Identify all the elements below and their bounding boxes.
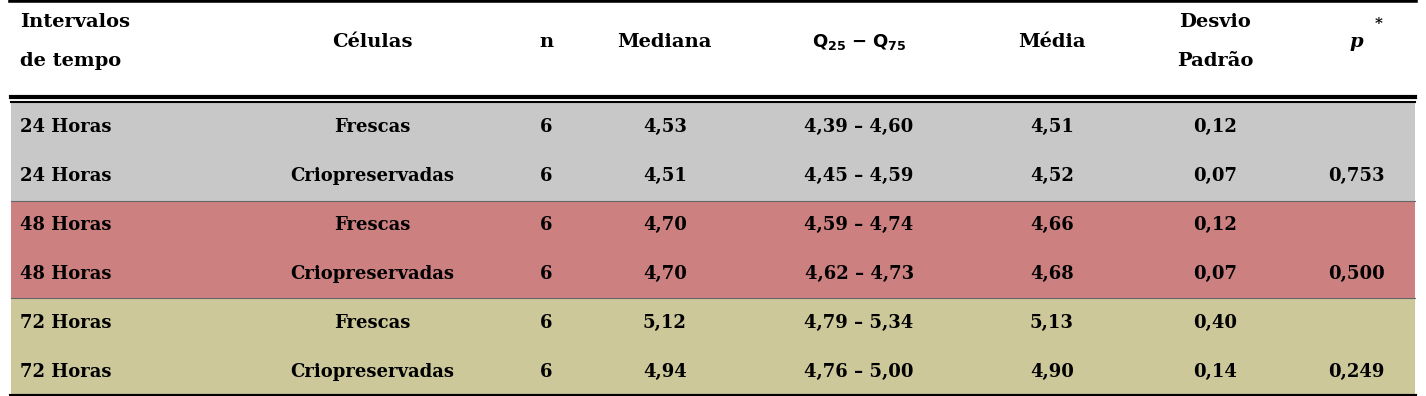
Text: 4,66: 4,66 [1030, 216, 1074, 234]
Text: 4,94: 4,94 [643, 363, 687, 381]
Text: 0,07: 0,07 [1194, 265, 1236, 283]
Text: 0,753: 0,753 [1328, 167, 1385, 185]
Text: 24 Horas: 24 Horas [20, 118, 111, 136]
Text: 4,76 – 5,00: 4,76 – 5,00 [804, 363, 914, 381]
Text: 4,62 – 4,73: 4,62 – 4,73 [804, 265, 914, 283]
Text: 4,45 – 4,59: 4,45 – 4,59 [804, 167, 914, 185]
Text: 24 Horas: 24 Horas [20, 167, 111, 185]
Text: 4,70: 4,70 [643, 265, 687, 283]
Text: 0,40: 0,40 [1194, 314, 1236, 332]
Text: 0,07: 0,07 [1194, 167, 1236, 185]
Text: 5,13: 5,13 [1030, 314, 1074, 332]
Text: $\mathbf{Q_{25}}$ $\mathbf{-}$ $\mathbf{Q_{75}}$: $\mathbf{Q_{25}}$ $\mathbf{-}$ $\mathbf{… [811, 32, 906, 51]
Text: Desvio: Desvio [1179, 13, 1251, 31]
Text: 4,70: 4,70 [643, 216, 687, 234]
Bar [11, 103, 1415, 152]
Text: 4,51: 4,51 [643, 167, 687, 185]
Text: Frescas: Frescas [335, 118, 411, 136]
Text: Criopreservadas: Criopreservadas [291, 265, 455, 283]
Text: 0,249: 0,249 [1328, 363, 1385, 381]
Text: Padrão: Padrão [1176, 52, 1253, 70]
Text: Frescas: Frescas [335, 216, 411, 234]
Bar [11, 0, 1415, 103]
Text: de tempo: de tempo [20, 52, 121, 70]
Text: 0,12: 0,12 [1194, 118, 1236, 136]
Text: Criopreservadas: Criopreservadas [291, 363, 455, 381]
Text: 6: 6 [539, 167, 552, 185]
Bar [11, 249, 1415, 298]
Text: 4,68: 4,68 [1030, 265, 1074, 283]
Text: 4,79 – 5,34: 4,79 – 5,34 [804, 314, 914, 332]
Text: p: p [1349, 32, 1363, 51]
Text: 0,12: 0,12 [1194, 216, 1236, 234]
Text: *: * [1375, 17, 1383, 31]
Text: 6: 6 [539, 363, 552, 381]
Text: 72 Horas: 72 Horas [20, 363, 111, 381]
Text: 6: 6 [539, 216, 552, 234]
Text: 5,12: 5,12 [643, 314, 687, 332]
Text: 48 Horas: 48 Horas [20, 216, 111, 234]
Text: 0,14: 0,14 [1194, 363, 1236, 381]
Text: 6: 6 [539, 314, 552, 332]
Text: n: n [539, 32, 553, 51]
Text: Média: Média [1018, 32, 1085, 51]
Bar [11, 347, 1415, 396]
Text: Mediana: Mediana [617, 32, 712, 51]
Text: 6: 6 [539, 265, 552, 283]
Bar [11, 152, 1415, 201]
Text: 4,52: 4,52 [1030, 167, 1074, 185]
Text: 4,39 – 4,60: 4,39 – 4,60 [804, 118, 914, 136]
Text: 4,51: 4,51 [1030, 118, 1074, 136]
Text: Intervalos: Intervalos [20, 13, 130, 31]
Bar [11, 201, 1415, 249]
Text: 4,59 – 4,74: 4,59 – 4,74 [804, 216, 914, 234]
Text: 48 Horas: 48 Horas [20, 265, 111, 283]
Text: Frescas: Frescas [335, 314, 411, 332]
Text: 0,500: 0,500 [1328, 265, 1385, 283]
Text: Criopreservadas: Criopreservadas [291, 167, 455, 185]
Text: 72 Horas: 72 Horas [20, 314, 111, 332]
Text: 4,53: 4,53 [643, 118, 687, 136]
Text: 4,90: 4,90 [1030, 363, 1074, 381]
Text: 6: 6 [539, 118, 552, 136]
Text: Células: Células [332, 32, 414, 51]
Bar [11, 298, 1415, 347]
